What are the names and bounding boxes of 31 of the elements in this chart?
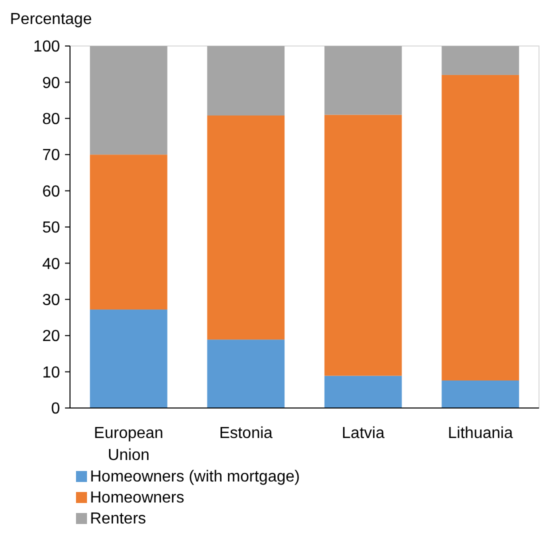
bar xyxy=(90,154,168,310)
bar xyxy=(442,46,520,75)
y-tick-label: 100 xyxy=(33,38,60,56)
bar xyxy=(90,46,168,155)
y-tick-label: 60 xyxy=(42,183,60,200)
legend-label: Renters xyxy=(90,510,146,528)
y-tick-label: 50 xyxy=(42,220,60,237)
x-tick-label: Latvia xyxy=(342,425,385,442)
y-tick-label: 0 xyxy=(51,400,60,418)
bar xyxy=(324,46,402,115)
x-tick-label: Lithuania xyxy=(448,425,513,442)
x-tick-label: Estonia xyxy=(219,425,273,442)
y-axis-title: Percentage xyxy=(10,11,92,28)
bar xyxy=(442,380,520,408)
legend-label: Homeowners xyxy=(90,490,184,507)
bar xyxy=(442,74,520,380)
legend-label: Homeowners (with mortgage) xyxy=(90,468,300,486)
bar xyxy=(207,116,285,340)
x-tick-label: European Union xyxy=(94,425,164,464)
bar xyxy=(207,46,285,116)
y-tick-label: 80 xyxy=(42,111,60,128)
y-tick-label: 30 xyxy=(42,292,60,309)
y-tick-label: 40 xyxy=(42,256,60,273)
y-tick-label: 90 xyxy=(42,74,60,92)
bar xyxy=(207,340,285,408)
bar xyxy=(90,310,168,408)
bar xyxy=(324,376,402,408)
bar xyxy=(324,114,402,376)
y-tick-label: 20 xyxy=(42,328,60,346)
y-tick-label: 10 xyxy=(42,364,60,382)
y-tick-label: 70 xyxy=(42,147,60,164)
